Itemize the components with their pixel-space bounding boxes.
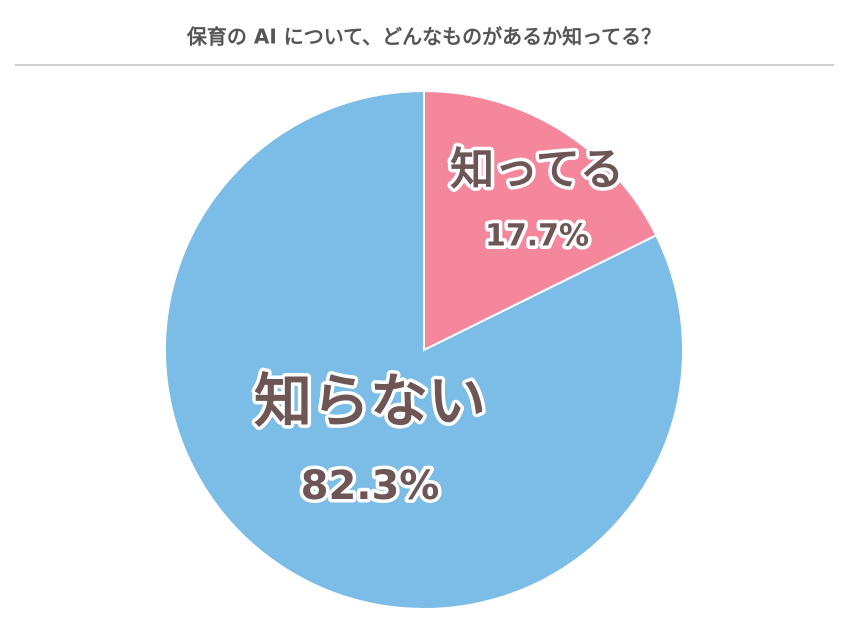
slice-label: 知らない: [254, 367, 486, 435]
chart-title: 保育の AI について、どんなものがあるか知ってる？: [186, 25, 661, 49]
slice-value: 17.7%: [485, 219, 589, 254]
slice-value: 82.3%: [301, 463, 440, 509]
slice-label: 知ってる: [450, 144, 624, 195]
pie-slice: [164, 89, 684, 610]
pie-slice: [423, 89, 658, 352]
